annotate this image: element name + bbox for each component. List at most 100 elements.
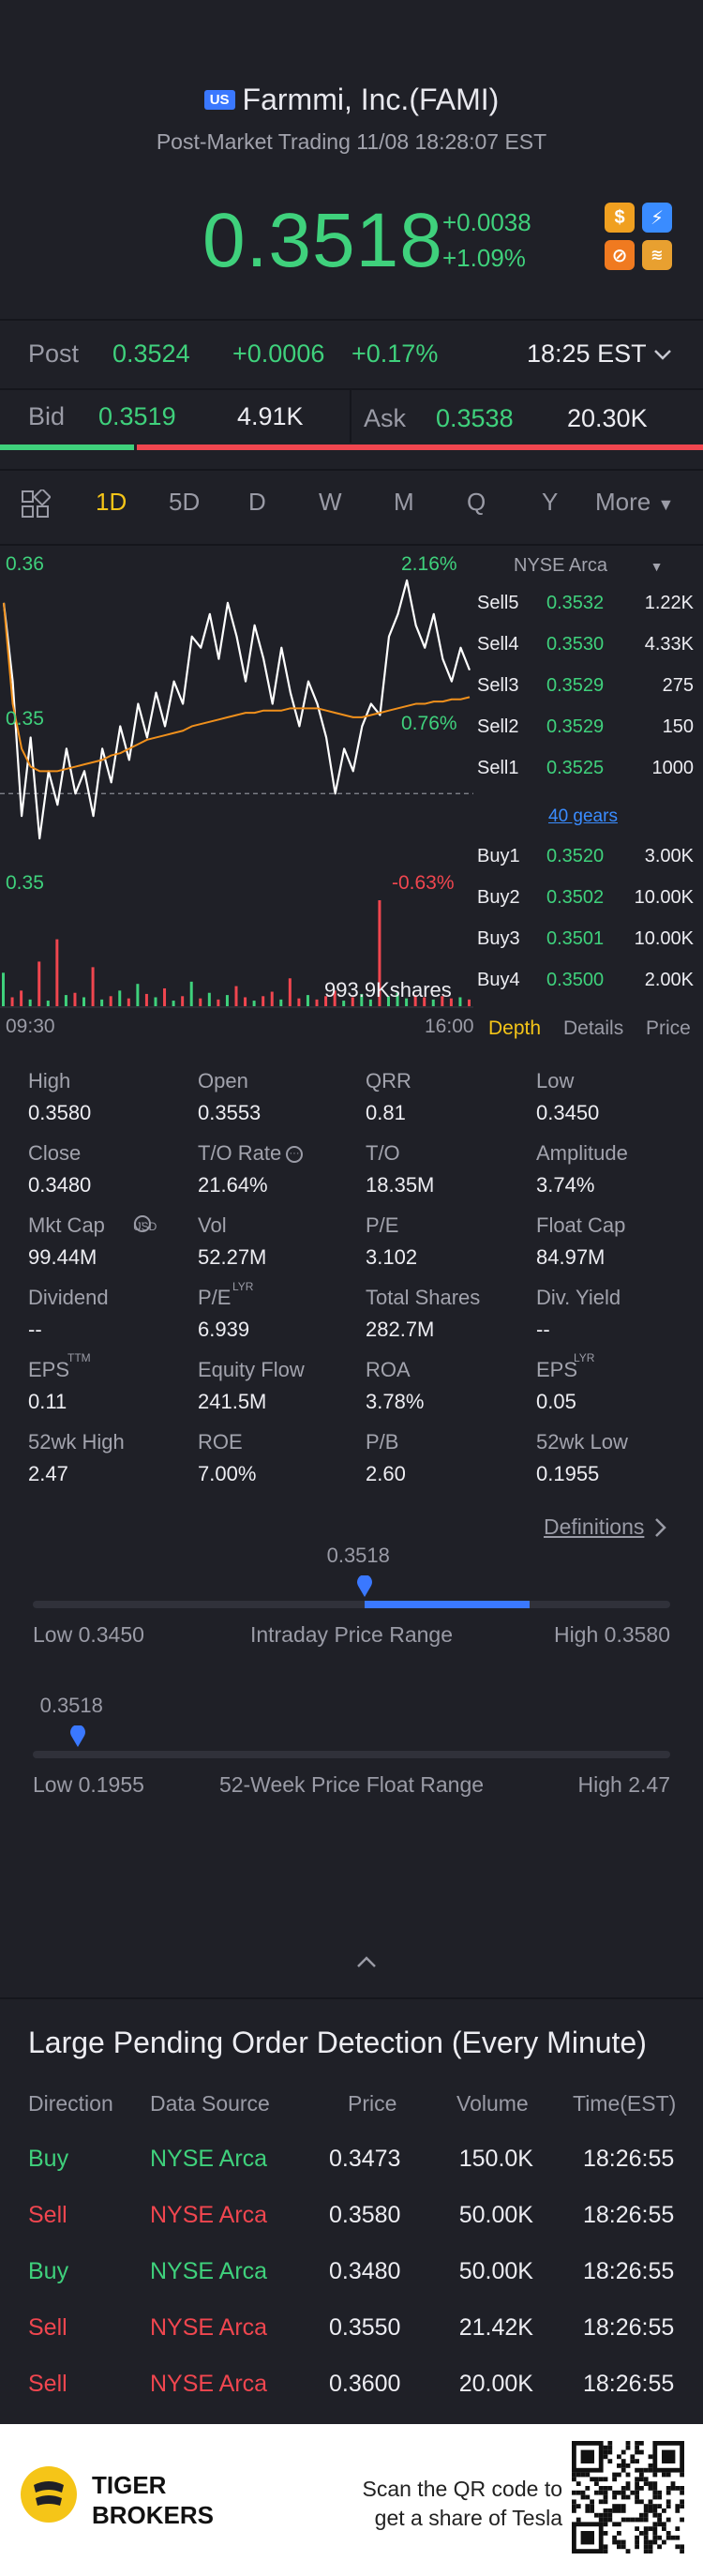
no-short-icon[interactable]: ⊘ — [605, 240, 635, 270]
stat-label: Equity Flow — [198, 1358, 305, 1381]
eps-lyr-superscript: LYR — [574, 1351, 595, 1364]
stat-label: Div. Yield — [536, 1286, 621, 1309]
volume-bar — [252, 1001, 256, 1006]
stat-label: ROE — [198, 1430, 243, 1454]
tab-w[interactable]: W — [319, 488, 342, 516]
tab-depth[interactable]: Depth — [488, 1017, 542, 1039]
stat-value: 52.27M — [198, 1245, 267, 1269]
price-change: +0.0038 — [442, 208, 531, 236]
volume-bar — [10, 997, 14, 1006]
tab-5d[interactable]: 5D — [169, 488, 201, 516]
time-start: 09:30 — [6, 1016, 55, 1037]
post-market-row[interactable]: Post 0.3524 +0.0006 +0.17% 18:25 EST — [0, 321, 703, 388]
info-icon[interactable]: ··· — [286, 1146, 303, 1163]
volume-bar — [279, 999, 283, 1006]
volume-bar — [234, 986, 238, 1006]
orderbook-buy-volume: 10.00K — [634, 928, 694, 949]
stat-value: -- — [28, 1318, 42, 1341]
orderbook-buy-label: Buy4 — [477, 970, 520, 990]
tab-price[interactable]: Price — [646, 1017, 691, 1039]
stat-label: T/O Rate — [198, 1141, 282, 1165]
tab-m[interactable]: M — [394, 488, 414, 516]
lightning-icon[interactable]: ⚡ — [642, 203, 672, 233]
stat-label: Dividend — [28, 1286, 109, 1309]
week52-low: Low 0.1955 — [33, 1772, 144, 1797]
volume-bar — [163, 987, 167, 1006]
gears-link[interactable]: 40 gears — [548, 806, 618, 826]
order-time: 18:26:55 — [583, 2258, 675, 2284]
tab-1d[interactable]: 1D — [96, 488, 127, 516]
tab-more-label: More — [595, 488, 651, 516]
stock-name: Farmmi, Inc.(FAMI) — [242, 83, 500, 116]
trading-status: Post-Market Trading 11/08 18:28:07 EST — [156, 129, 547, 154]
layout-grid-icon[interactable] — [21, 490, 51, 520]
volume-bar — [20, 990, 23, 1006]
stat-label: T/O — [366, 1141, 400, 1165]
volume-bar — [306, 995, 309, 1006]
definitions-label: Definitions — [544, 1514, 645, 1539]
stat-label: Float Cap — [536, 1213, 626, 1237]
ask-volume: 20.30K — [567, 404, 648, 432]
orderbook-sell-label: Sell3 — [477, 675, 519, 696]
stack-icon[interactable]: ≋ — [642, 240, 672, 270]
tab-more[interactable]: More ▼ — [595, 488, 674, 517]
qr-code — [572, 2441, 684, 2553]
volume-bar — [64, 995, 67, 1006]
stat-label: Close — [28, 1141, 82, 1165]
chart-mid-label: 0.35 — [6, 708, 44, 730]
volume-bar — [413, 995, 417, 1006]
volume-bar — [2, 972, 5, 1006]
bid-ask-ratio-bar — [0, 444, 703, 450]
volume-bar — [154, 997, 157, 1006]
stock-title: US Farmmi, Inc.(FAMI) — [0, 83, 703, 117]
stat-value: 0.11 — [28, 1390, 67, 1413]
orderbook-sell-label: Sell4 — [477, 634, 519, 655]
order-source: NYSE Arca — [150, 2314, 268, 2341]
volume-bar — [73, 992, 77, 1006]
stat-value: 0.81 — [366, 1101, 406, 1124]
volume-bar — [28, 999, 32, 1006]
brand-line2: BROKERS — [92, 2501, 215, 2529]
eps-ttm-superscript: TTM — [67, 1351, 91, 1364]
orderbook-buy-volume: 2.00K — [644, 970, 694, 990]
order-price: 0.3600 — [329, 2371, 401, 2397]
tab-q[interactable]: Q — [467, 488, 486, 516]
volume-bar — [37, 961, 41, 1006]
chevron-up-icon[interactable] — [356, 1955, 377, 1968]
order-book: NYSE Arca ▼ 40 gears Depth Details Price… — [473, 546, 703, 1043]
intraday-chart[interactable] — [0, 549, 478, 1027]
price-line — [2, 579, 471, 840]
stat-label: P/B — [366, 1430, 399, 1454]
stat-label: EPS — [28, 1358, 70, 1381]
stat-label: Vol — [198, 1213, 227, 1237]
volume-bar — [172, 1001, 175, 1006]
order-source: NYSE Arca — [150, 2258, 268, 2284]
large-orders-title: Large Pending Order Detection (Every Min… — [28, 2026, 647, 2059]
volume-bar — [225, 995, 229, 1006]
exchange-selector[interactable]: NYSE Arca ▼ — [514, 555, 663, 577]
stat-value: 0.05 — [536, 1390, 576, 1413]
stat-value: 3.74% — [536, 1173, 595, 1197]
volume-bar — [127, 998, 130, 1006]
orderbook-sell-label: Sell2 — [477, 716, 519, 737]
tab-d[interactable]: D — [248, 488, 266, 516]
map-pin-icon — [69, 1725, 85, 1747]
tab-details[interactable]: Details — [563, 1017, 624, 1039]
order-direction: Sell — [28, 2202, 67, 2228]
order-volume: 50.00K — [458, 2258, 533, 2284]
orderbook-sell-price: 0.3525 — [546, 758, 605, 778]
stat-value: 6.939 — [198, 1318, 250, 1341]
orderbook-sell-label: Sell1 — [477, 758, 519, 778]
info-icon[interactable]: ··· — [134, 1215, 151, 1232]
definitions-link[interactable]: Definitions — [544, 1514, 644, 1540]
dollar-icon[interactable]: $ — [605, 203, 635, 233]
stat-label: High — [28, 1069, 71, 1092]
volume-bar — [181, 996, 185, 1006]
stat-value: 0.3480 — [28, 1173, 92, 1197]
orderbook-buy-volume: 3.00K — [644, 846, 694, 866]
volume-bar — [441, 996, 444, 1006]
order-source: NYSE Arca — [150, 2202, 268, 2228]
order-volume: 150.0K — [458, 2146, 533, 2172]
caret-down-icon: ▼ — [657, 495, 675, 514]
tab-y[interactable]: Y — [542, 488, 559, 516]
